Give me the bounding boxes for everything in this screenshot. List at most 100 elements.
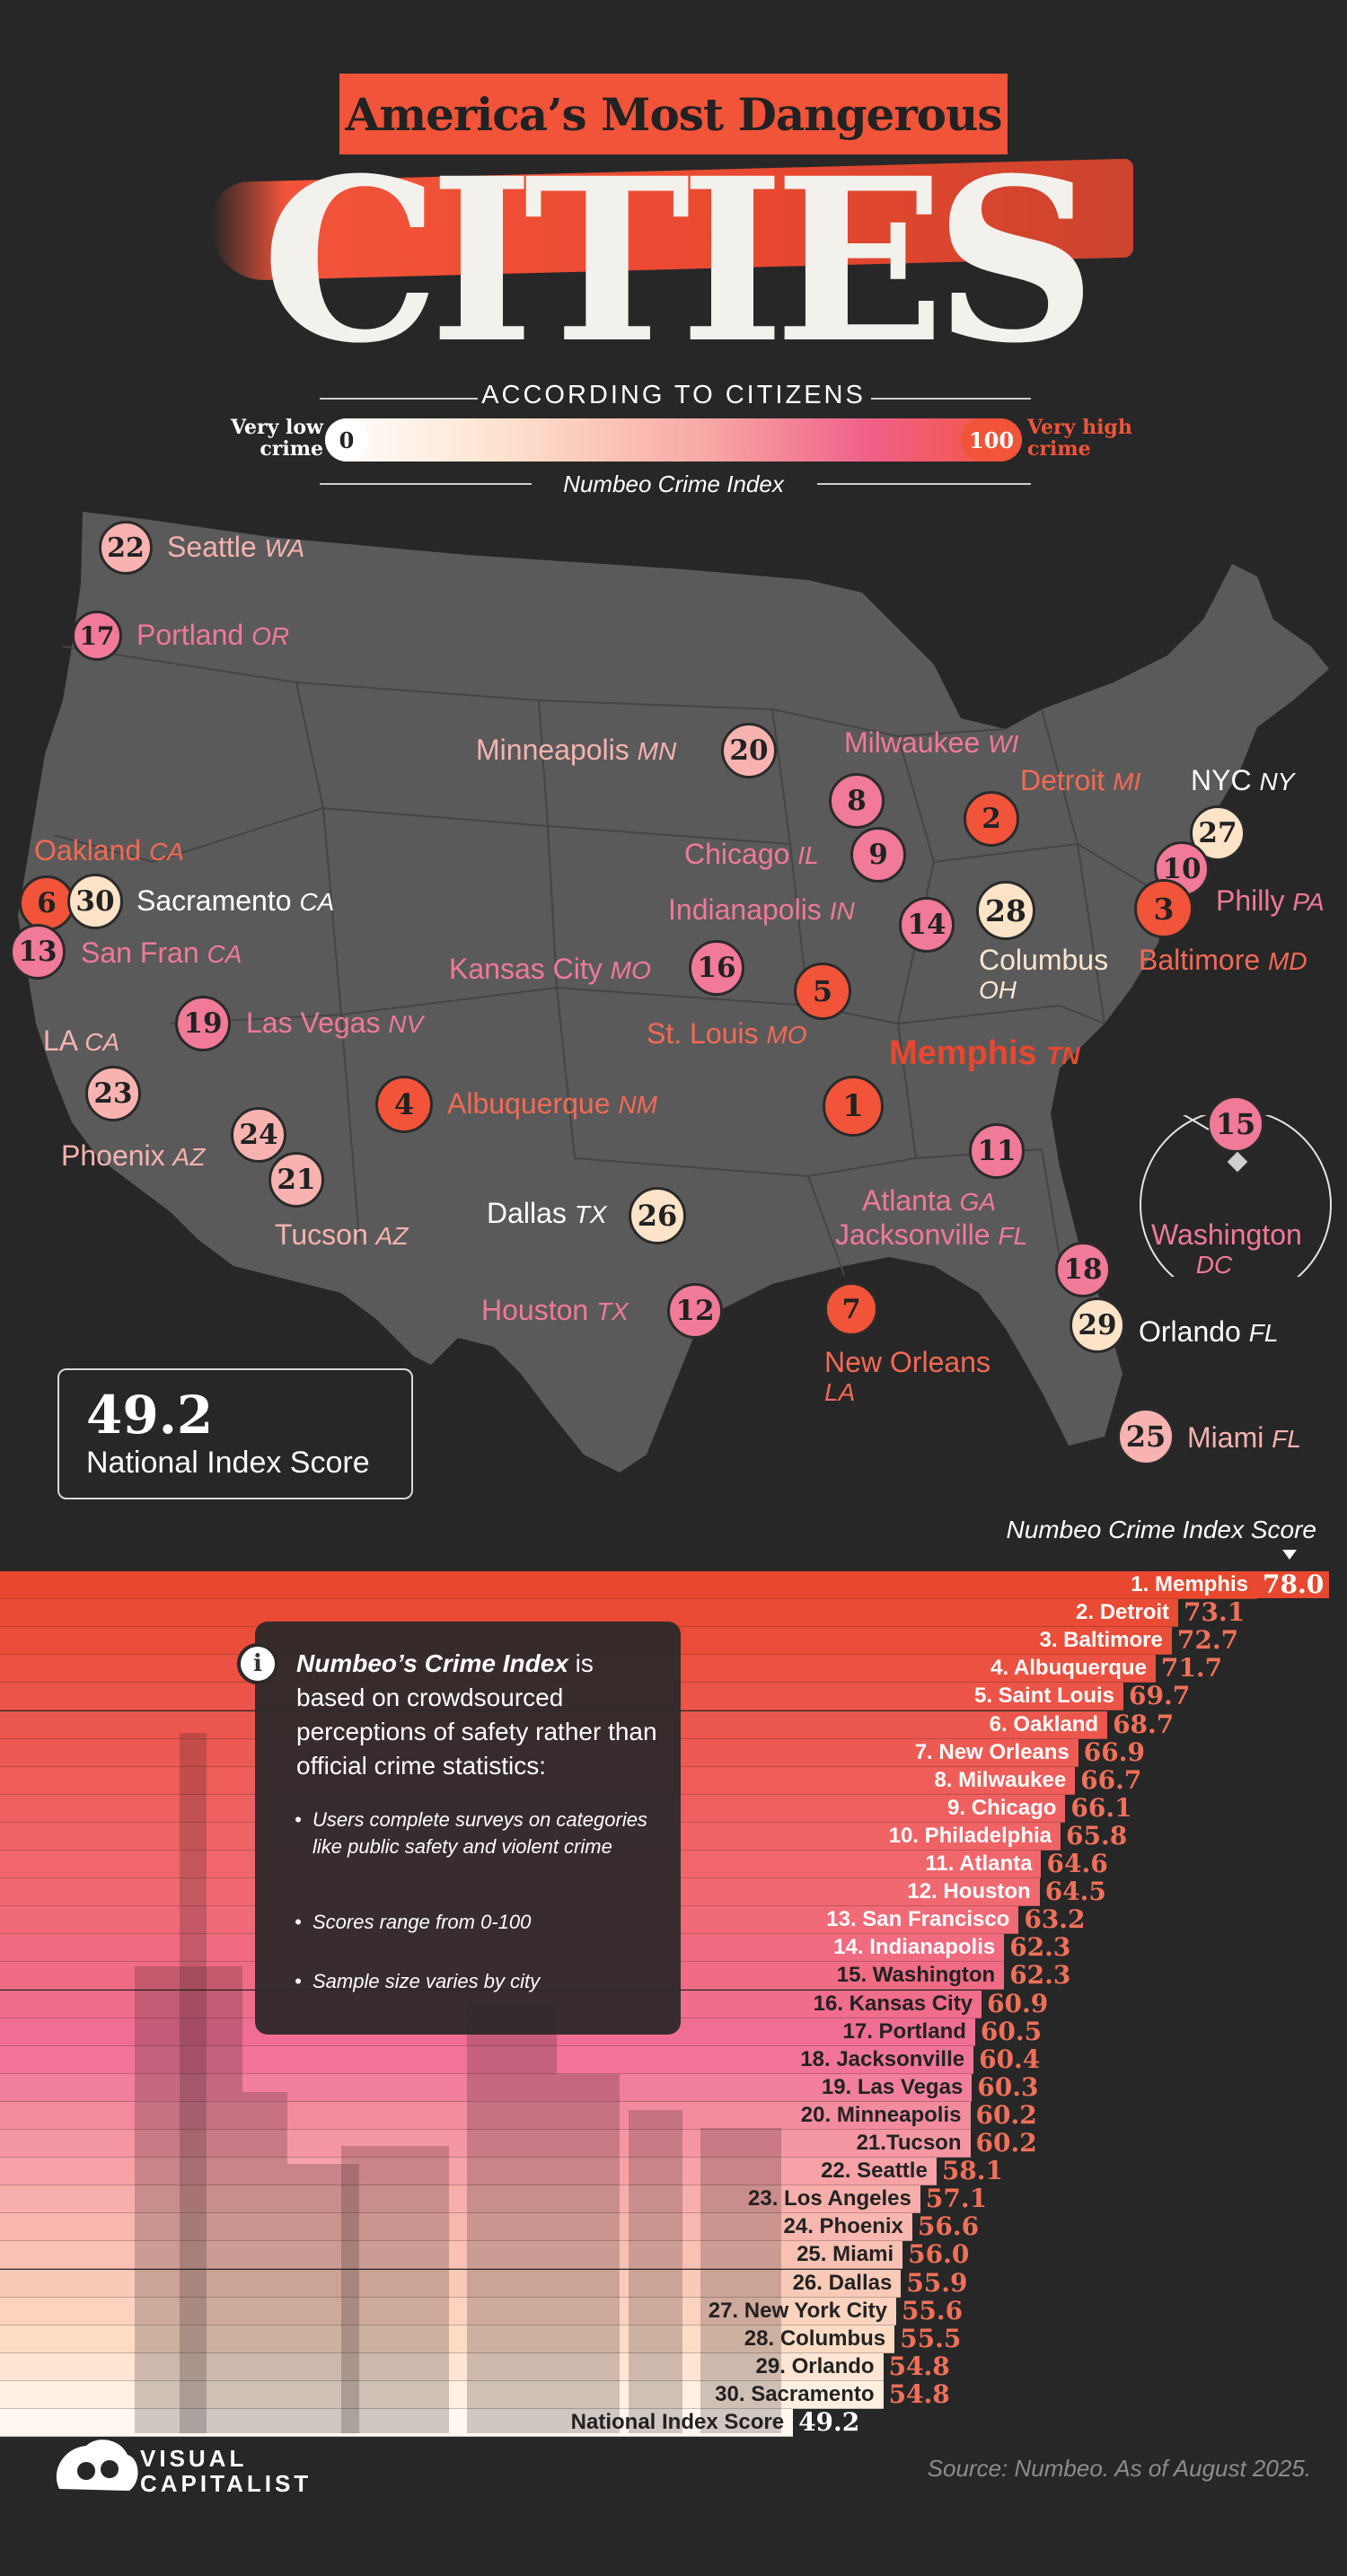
info-bullet-3: Sample size varies by city — [295, 1968, 656, 1995]
map-label-columbus: Columbus OH — [979, 944, 1109, 1004]
chart-bar — [0, 2130, 971, 2158]
map-label-miami: Miami FL — [1187, 1421, 1301, 1454]
map-marker-minneapolis: 20 — [721, 723, 777, 778]
source-note: Source: Numbeo. As of August 2025. — [927, 2455, 1311, 2482]
chart-bar — [0, 1571, 1257, 1599]
chart-bar-value: 54.8 — [888, 2378, 950, 2409]
map-marker-jacksonville: 18 — [1055, 1242, 1111, 1297]
chart-bar-value: 71.7 — [1160, 1653, 1223, 1684]
map-label-seattle: Seattle WA — [167, 531, 305, 563]
map-marker-san-fran: 13 — [10, 924, 66, 980]
national-score-label: National Index Score — [86, 1446, 370, 1480]
info-icon: i — [237, 1643, 278, 1684]
map-marker-sacramento: 30 — [67, 874, 123, 929]
chart-bar-value: 66.1 — [1070, 1792, 1132, 1823]
scale-high-value: 100 — [961, 418, 1022, 462]
skyline-building — [341, 2146, 449, 2433]
map-marker-miami: 25 — [1117, 1408, 1175, 1465]
chart-bar-label: National Index Score — [571, 2410, 784, 2434]
map-label-baltimore: Baltimore MD — [1139, 944, 1307, 976]
chart-bar-value: 69.7 — [1129, 1681, 1191, 1711]
chart-bar-value: 78.0 — [1257, 1571, 1330, 1598]
map-marker-albuquerque: 4 — [375, 1076, 433, 1133]
us-map-shape — [18, 512, 1329, 1473]
map-label-indianapolis: Indianapolis IN — [668, 893, 855, 926]
title-line-1: America’s Most Dangerous — [345, 87, 1002, 141]
dc-inset-circle — [1140, 1115, 1332, 1277]
chart-bar — [0, 2213, 912, 2242]
map-label-washington: Washington DC — [1151, 1218, 1302, 1279]
map-label-tucson: Tucson AZ — [275, 1218, 409, 1251]
chart-bar-label: 24. Phoenix — [783, 2214, 903, 2239]
chart-bar-label: 26. Dallas — [792, 2270, 893, 2295]
visual-capitalist-logo — [56, 2440, 138, 2491]
chart-bar-value: 60.3 — [977, 2071, 1039, 2102]
chart-bar-label: 8. Milwaukee — [934, 1767, 1067, 1792]
chart-bar-label: 6. Oakland — [989, 1711, 1099, 1736]
chart-bar-label: 14. Indianapolis — [833, 1935, 996, 1960]
chart-bar-value: 55.9 — [906, 2267, 968, 2298]
chart-bar-value: 62.3 — [1009, 1960, 1071, 1991]
title-cities: CITIES — [261, 128, 1096, 392]
map-label-st-louis: St. Louis MO — [647, 1017, 807, 1050]
chart-bar-label: 16. Kansas City — [813, 1991, 973, 2016]
scale-low-label: Very low crime — [230, 416, 323, 461]
chart-bar-label: 4. Albuquerque — [990, 1656, 1147, 1681]
national-score-value: 49.2 — [86, 1385, 214, 1446]
map-marker-new-orleans: 7 — [824, 1282, 878, 1336]
chart-bar-label: 7. New Orleans — [914, 1739, 1070, 1764]
map-label-las-vegas: Las Vegas NV — [246, 1007, 424, 1039]
skyline-building — [700, 2128, 781, 2433]
skyline-pattern — [135, 1733, 781, 2433]
info-bullet-1: Users complete surveys on categories lik… — [295, 1807, 656, 1860]
chart-bar-label: 13. San Francisco — [826, 1907, 1010, 1932]
map-label-chicago: Chicago IL — [684, 838, 819, 870]
map-marker-st-louis: 5 — [794, 963, 851, 1020]
chart-bar-value: 54.8 — [888, 2351, 950, 2381]
map-label-memphis: Memphis TN — [889, 1034, 1080, 1072]
chart-bar-label: 12. Houston — [907, 1879, 1031, 1904]
map-label-detroit: Detroit MI — [1020, 764, 1141, 796]
map-marker-houston: 12 — [667, 1283, 723, 1339]
chart-bar-label: 29. Orlando — [755, 2353, 875, 2378]
chart-bar-value: 57.1 — [925, 2184, 988, 2214]
scale-gradient-bar — [325, 418, 1022, 462]
scale-low-value: 0 — [325, 418, 368, 462]
map-marker-memphis: 1 — [823, 1076, 884, 1137]
info-bullet-2: Scores range from 0-100 — [295, 1909, 656, 1936]
chart-bar — [0, 2352, 884, 2381]
skyline-building — [287, 2164, 359, 2433]
map-marker-kansas-city: 16 — [689, 940, 744, 996]
chart-bar-value: 72.7 — [1176, 1625, 1239, 1656]
map-label-new-orleans: New Orleans LA — [824, 1346, 990, 1406]
chart-bar-label: 30. Sacramento — [715, 2381, 875, 2406]
chart-bar-label: 1. Memphis — [1131, 1572, 1248, 1596]
chart-bar-value: 60.2 — [975, 2128, 1037, 2158]
map-marker-la: 23 — [85, 1066, 141, 1121]
map-marker-columbus: 28 — [976, 881, 1035, 940]
map-label-albuquerque: Albuquerque NM — [447, 1087, 657, 1120]
chart-bar-value: 66.9 — [1083, 1736, 1145, 1767]
chart-bar-label: 11. Atlanta — [925, 1851, 1033, 1876]
chart-bar-value: 56.6 — [917, 2211, 980, 2242]
chart-bar-label: 17. Portland — [842, 2018, 966, 2044]
skyline-building — [180, 1733, 207, 2433]
index-name: Numbeo Crime Index — [563, 470, 784, 497]
skyline-building — [467, 2002, 557, 2433]
subtitle: ACCORDING TO CITIZENS — [481, 381, 866, 409]
chart-bar-value: 66.7 — [1080, 1764, 1142, 1795]
skyline-building — [242, 2092, 287, 2433]
state-borders — [53, 646, 1168, 1276]
index-rule-left — [320, 483, 532, 485]
map-label-oakland: Oakland CA — [34, 834, 184, 866]
map-marker-milwaukee: 8 — [829, 773, 885, 829]
chart-bar-value: 65.8 — [1066, 1820, 1128, 1851]
chart-bar — [0, 2185, 920, 2214]
chart-bar-value: 49.2 — [798, 2407, 860, 2437]
chart-bar-label: 25. Miami — [797, 2242, 894, 2267]
map-marker-atlanta: 11 — [969, 1123, 1025, 1179]
map-marker-oakland: 6 — [19, 875, 75, 931]
chart-bar-label: 3. Baltimore — [1039, 1628, 1163, 1653]
map-label-jacksonville: Jacksonville FL — [835, 1218, 1028, 1251]
map-marker-dallas: 26 — [629, 1187, 686, 1244]
